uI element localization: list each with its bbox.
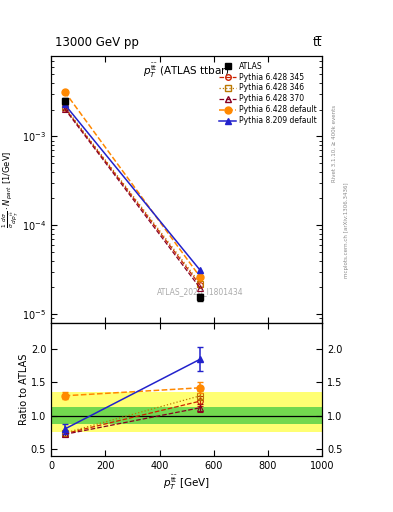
Legend: ATLAS, Pythia 6.428 345, Pythia 6.428 346, Pythia 6.428 370, Pythia 6.428 defaul: ATLAS, Pythia 6.428 345, Pythia 6.428 34…	[218, 60, 318, 127]
Bar	[51, 407, 322, 424]
Text: tt̅: tt̅	[313, 36, 322, 49]
Y-axis label: $\frac{1}{\sigma}\frac{d\sigma}{dp_T^{\bar{tt}}} \cdot N_{part}$ [1/GeV]: $\frac{1}{\sigma}\frac{d\sigma}{dp_T^{\b…	[1, 151, 21, 228]
Text: mcplots.cern.ch [arXiv:1306.3436]: mcplots.cern.ch [arXiv:1306.3436]	[344, 183, 349, 278]
Bar	[51, 392, 322, 432]
Y-axis label: Ratio to ATLAS: Ratio to ATLAS	[20, 353, 29, 425]
Text: ATLAS_2020_I1801434: ATLAS_2020_I1801434	[157, 287, 244, 296]
Text: 13000 GeV pp: 13000 GeV pp	[55, 36, 139, 49]
X-axis label: $p^{\bar{\mathrm{t}}\bar{\mathrm{t}}}_{T}$ [GeV]: $p^{\bar{\mathrm{t}}\bar{\mathrm{t}}}_{T…	[163, 473, 210, 492]
Text: $p_T^{\bar{\mathrm{t}}\bar{\mathrm{t}}}$ (ATLAS ttbar): $p_T^{\bar{\mathrm{t}}\bar{\mathrm{t}}}$…	[143, 61, 230, 80]
Text: Rivet 3.1.10, ≥ 400k events: Rivet 3.1.10, ≥ 400k events	[332, 105, 337, 182]
